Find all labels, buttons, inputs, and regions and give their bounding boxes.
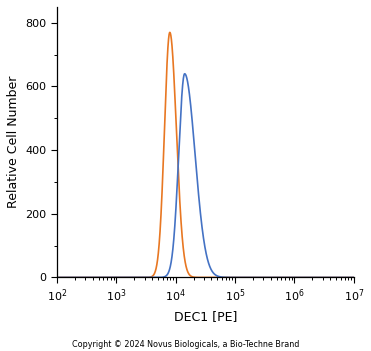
Y-axis label: Relative Cell Number: Relative Cell Number (7, 76, 20, 208)
X-axis label: DEC1 [PE]: DEC1 [PE] (174, 310, 237, 323)
Text: Copyright © 2024 Novus Biologicals, a Bio-Techne Brand: Copyright © 2024 Novus Biologicals, a Bi… (72, 340, 299, 349)
